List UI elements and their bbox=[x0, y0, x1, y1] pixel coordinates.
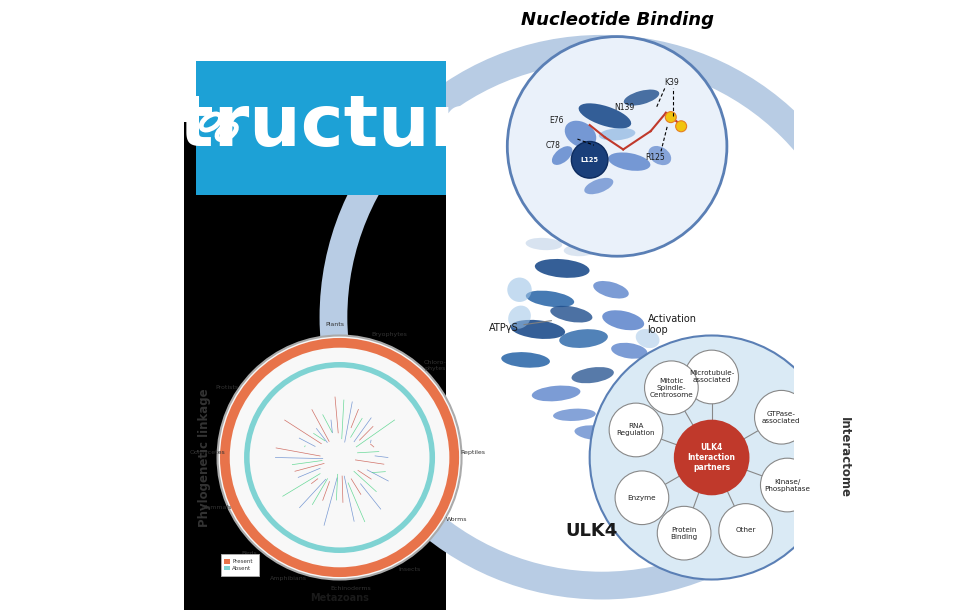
Ellipse shape bbox=[525, 238, 562, 250]
Text: Enzyme: Enzyme bbox=[627, 495, 656, 501]
Text: N139: N139 bbox=[614, 103, 634, 112]
Ellipse shape bbox=[623, 90, 658, 106]
Text: Worms: Worms bbox=[446, 517, 467, 522]
Text: Reptiles: Reptiles bbox=[459, 450, 485, 455]
Ellipse shape bbox=[583, 178, 613, 194]
Text: Mammals: Mammals bbox=[201, 505, 232, 510]
Text: Kinase/
Phosphatase: Kinase/ Phosphatase bbox=[764, 478, 810, 492]
Text: Oomycetes: Oomycetes bbox=[190, 450, 226, 456]
Text: Echinoderms: Echinoderms bbox=[330, 586, 371, 591]
Text: Interactome: Interactome bbox=[837, 417, 850, 498]
Ellipse shape bbox=[531, 386, 579, 401]
Text: Chloro-
phytes: Chloro- phytes bbox=[423, 360, 446, 370]
Text: Plants: Plants bbox=[325, 322, 344, 327]
Ellipse shape bbox=[563, 244, 597, 256]
Circle shape bbox=[609, 403, 662, 457]
Circle shape bbox=[657, 506, 710, 560]
Bar bbox=[224, 559, 231, 564]
FancyBboxPatch shape bbox=[221, 554, 259, 576]
Ellipse shape bbox=[598, 128, 635, 140]
Text: Phylogenetic linkage: Phylogenetic linkage bbox=[197, 388, 210, 527]
Ellipse shape bbox=[602, 310, 644, 330]
Ellipse shape bbox=[550, 306, 592, 323]
Ellipse shape bbox=[559, 329, 608, 348]
Text: ULK4
Interaction
partners: ULK4 Interaction partners bbox=[687, 443, 735, 472]
Text: RNA
Regulation: RNA Regulation bbox=[616, 423, 655, 437]
Ellipse shape bbox=[501, 352, 549, 368]
Text: L125: L125 bbox=[580, 157, 598, 163]
Ellipse shape bbox=[564, 121, 596, 148]
Text: ULK4: ULK4 bbox=[565, 522, 616, 540]
Text: Microtubule-
associated: Microtubule- associated bbox=[688, 370, 734, 384]
Text: Bryophytes: Bryophytes bbox=[371, 332, 406, 337]
Text: Mitotic
Spindle-
Centrosome: Mitotic Spindle- Centrosome bbox=[649, 378, 693, 398]
Ellipse shape bbox=[553, 409, 595, 421]
Circle shape bbox=[644, 361, 698, 415]
Ellipse shape bbox=[507, 278, 531, 302]
Text: K39: K39 bbox=[664, 79, 679, 87]
Text: C78: C78 bbox=[545, 141, 560, 149]
Text: Birds: Birds bbox=[241, 551, 257, 556]
Ellipse shape bbox=[608, 152, 650, 171]
Text: E76: E76 bbox=[548, 117, 563, 125]
Circle shape bbox=[589, 336, 832, 580]
Bar bbox=[224, 566, 231, 570]
Text: Protists: Protists bbox=[215, 384, 238, 390]
Bar bbox=[184, 122, 446, 610]
Text: Other: Other bbox=[735, 528, 755, 534]
Circle shape bbox=[571, 142, 608, 178]
Ellipse shape bbox=[571, 367, 614, 383]
Text: GTPase-
associated: GTPase- associated bbox=[761, 411, 800, 424]
Ellipse shape bbox=[526, 290, 573, 307]
Text: ATPγS: ATPγS bbox=[488, 321, 551, 332]
Ellipse shape bbox=[648, 146, 670, 165]
Ellipse shape bbox=[510, 320, 565, 339]
Text: Absent: Absent bbox=[232, 566, 251, 571]
Text: R125: R125 bbox=[645, 153, 664, 162]
Bar bbox=[196, 61, 446, 195]
Text: Metazoans: Metazoans bbox=[310, 593, 368, 603]
Ellipse shape bbox=[611, 343, 647, 359]
Text: Present: Present bbox=[232, 559, 252, 564]
Ellipse shape bbox=[578, 103, 630, 129]
Circle shape bbox=[673, 420, 748, 495]
Text: Activation
loop: Activation loop bbox=[647, 314, 696, 336]
Circle shape bbox=[684, 350, 738, 404]
Ellipse shape bbox=[534, 259, 589, 278]
Text: Nucleotide Binding: Nucleotide Binding bbox=[520, 11, 713, 29]
Ellipse shape bbox=[635, 329, 658, 348]
Circle shape bbox=[754, 390, 807, 444]
Circle shape bbox=[615, 471, 668, 525]
Circle shape bbox=[760, 458, 813, 512]
Text: Structure: Structure bbox=[127, 92, 514, 162]
Circle shape bbox=[507, 37, 726, 256]
Ellipse shape bbox=[593, 281, 628, 298]
Ellipse shape bbox=[551, 146, 572, 165]
Circle shape bbox=[664, 112, 675, 123]
Text: Insects: Insects bbox=[398, 567, 420, 572]
Circle shape bbox=[675, 121, 686, 132]
Circle shape bbox=[217, 336, 461, 580]
Ellipse shape bbox=[508, 306, 531, 329]
Text: Amphibians: Amphibians bbox=[270, 576, 306, 581]
Text: Protein
Binding: Protein Binding bbox=[670, 526, 697, 540]
Circle shape bbox=[718, 504, 772, 558]
Ellipse shape bbox=[573, 425, 622, 441]
